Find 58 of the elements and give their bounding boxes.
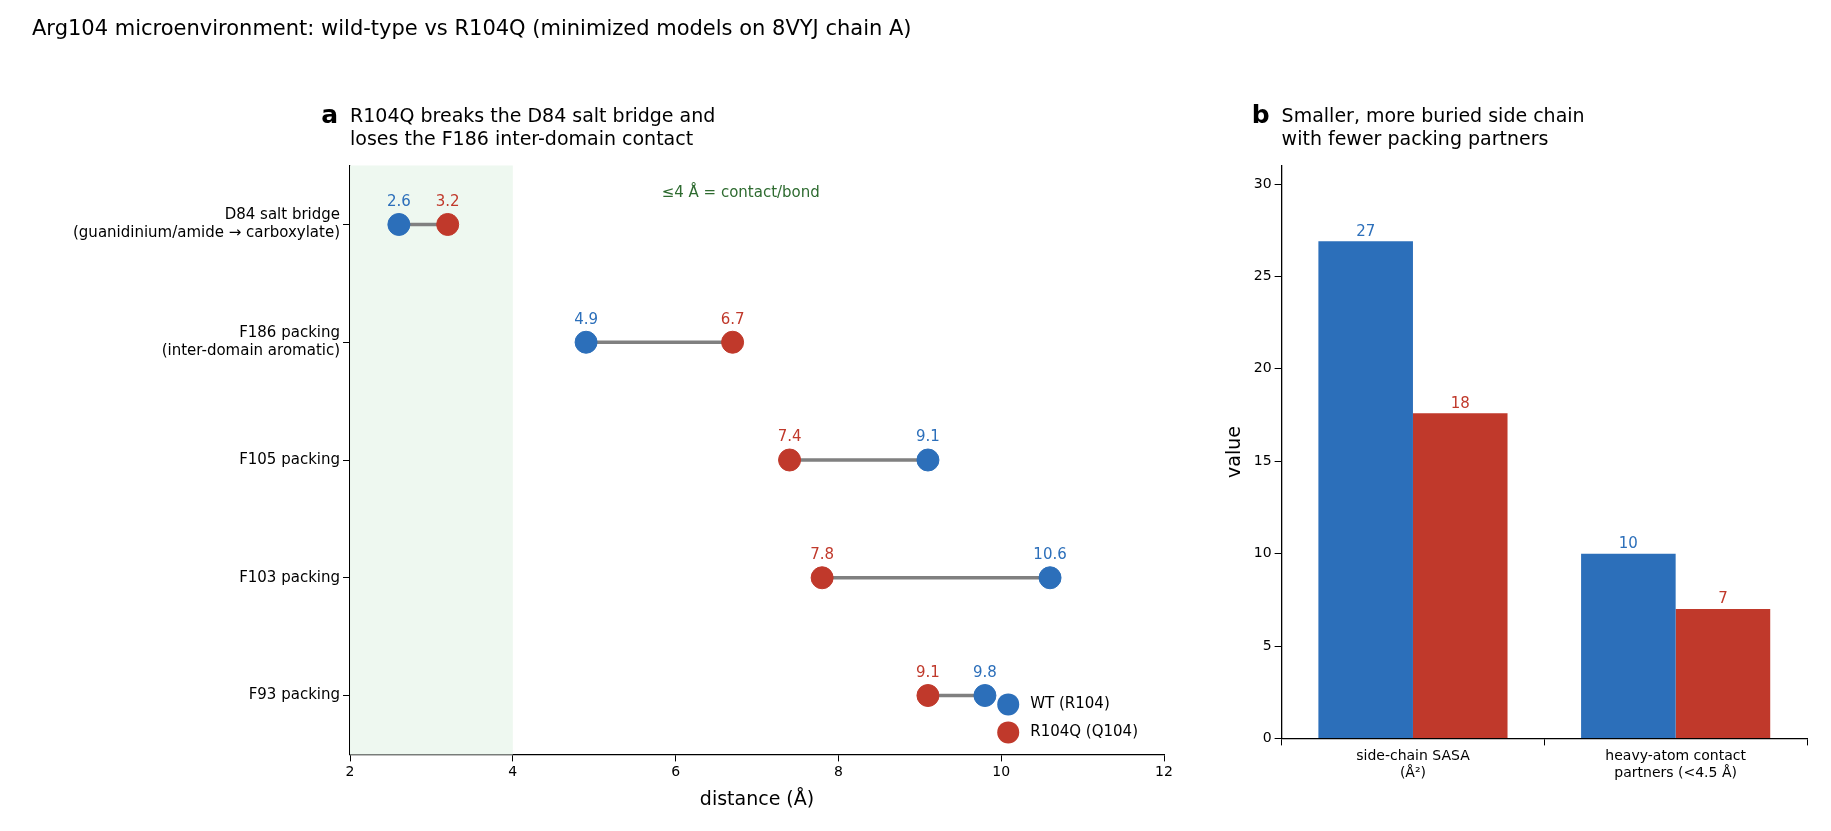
x-tick-label: 10 xyxy=(992,763,1011,780)
text: a xyxy=(321,100,339,129)
y-tick-label: F105 packing xyxy=(239,449,341,468)
y-tick-label: F186 packing (inter-domain aromatic) xyxy=(161,323,341,360)
data-label: 4.9 xyxy=(574,309,599,328)
data-label: 9.1 xyxy=(916,662,940,681)
bar xyxy=(1318,241,1413,738)
data-label: 3.2 xyxy=(435,191,460,210)
bar xyxy=(1412,413,1508,738)
x-tick-label: 12 xyxy=(1155,763,1173,780)
y-tick-label: 5 xyxy=(1262,636,1272,653)
x-tick-label: 6 xyxy=(671,763,681,780)
point xyxy=(973,684,997,708)
bar xyxy=(1581,553,1676,738)
point xyxy=(574,330,598,354)
point xyxy=(387,212,411,236)
y-tick-label: 20 xyxy=(1253,359,1272,376)
y-tick-label: 10 xyxy=(1253,544,1272,561)
text: b xyxy=(1251,100,1270,129)
text: Arg104 microenvironment: wild-type vs R104Q (minimized models on 8VYJ chain A) xyxy=(32,16,912,40)
x-tick-label: side-chain SASA (Å²) xyxy=(1356,747,1471,781)
annotation: ≤4 Å = contact/bond xyxy=(661,182,820,202)
data-label: 27 xyxy=(1356,221,1376,240)
point xyxy=(810,566,834,590)
data-label: 6.7 xyxy=(720,309,745,328)
x-tick-label: 2 xyxy=(345,763,355,780)
y-tick-label: 30 xyxy=(1253,174,1272,191)
data-label: 7.4 xyxy=(777,427,802,446)
x-axis-title: distance (Å) xyxy=(699,786,815,809)
legend-label: R104Q (Q104) xyxy=(1030,722,1139,741)
data-label: 2.6 xyxy=(386,191,411,210)
x-tick-label: 4 xyxy=(508,763,518,780)
y-tick-label: F93 packing xyxy=(248,685,341,704)
point xyxy=(1038,566,1062,590)
data-label: 10.6 xyxy=(1033,545,1067,564)
bar xyxy=(1675,609,1771,738)
point xyxy=(916,684,940,708)
y-tick-label: D84 salt bridge (guanidinium/amide → carboxylate) xyxy=(73,205,341,242)
y-tick-label: 0 xyxy=(1262,729,1272,746)
chart-title: Smaller, more buried side chain with fewer packing partners xyxy=(1281,104,1585,150)
data-label: 9.8 xyxy=(973,662,997,681)
data-label: 10 xyxy=(1618,534,1638,553)
point xyxy=(916,448,940,472)
data-label: 9.1 xyxy=(916,427,940,446)
data-label: 18 xyxy=(1450,393,1470,412)
data-label: 7 xyxy=(1718,589,1728,608)
chart-title: R104Q breaks the D84 salt bridge and loses the F186 inter-domain contact xyxy=(350,104,716,150)
legend-label: WT (R104) xyxy=(1030,694,1110,713)
data-label: 7.8 xyxy=(810,545,835,564)
point xyxy=(436,212,460,236)
x-tick-label: heavy-atom contact partners (<4.5 Å) xyxy=(1605,747,1747,781)
y-tick-label: F103 packing xyxy=(239,567,341,586)
point xyxy=(778,448,802,472)
y-tick-label: 15 xyxy=(1253,451,1272,468)
y-axis-title: value xyxy=(1222,426,1245,478)
x-tick-label: 8 xyxy=(833,763,843,780)
y-tick-label: 25 xyxy=(1253,267,1272,284)
point xyxy=(721,330,745,354)
